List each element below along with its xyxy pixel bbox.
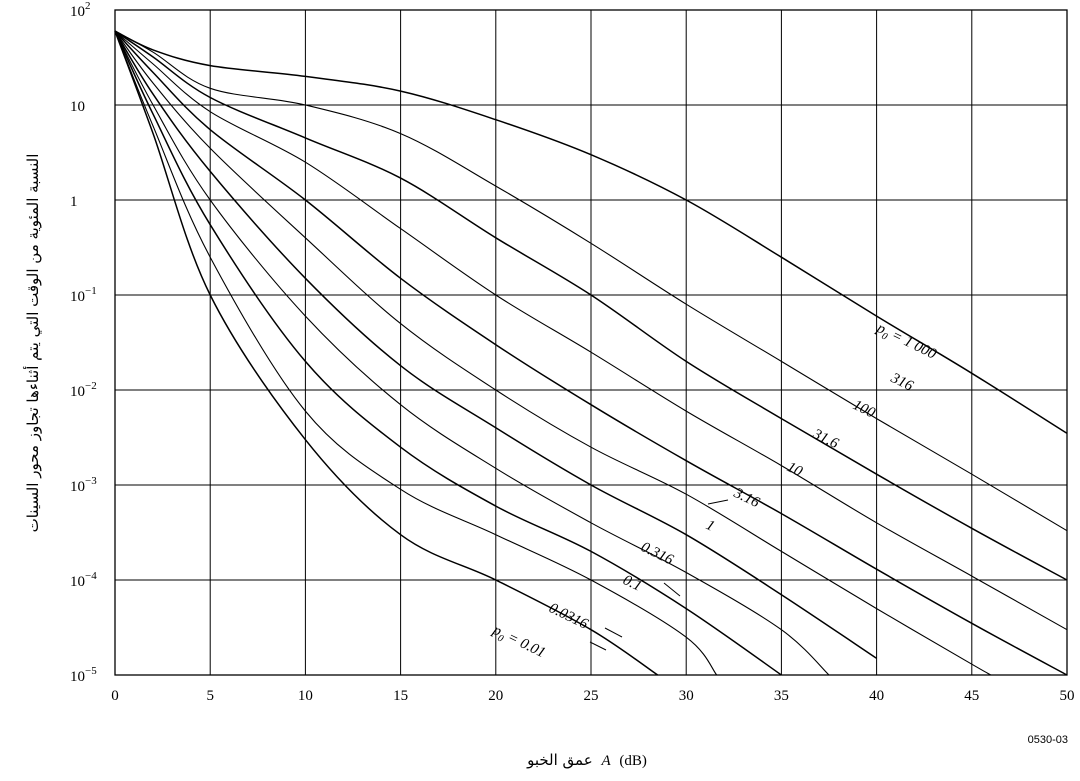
series-line — [114, 30, 1068, 631]
x-axis-label-arabic: عمق الخبو — [526, 751, 593, 769]
series-line — [114, 30, 1068, 676]
x-tick-label: 15 — [393, 688, 408, 704]
y-tick-labels: 10−5 10−4 10−3 10−2 10−1 1 10 102 — [70, 0, 97, 685]
y-tick-label: 10−1 — [70, 285, 97, 305]
curve-label: p0 = 1 000 — [872, 320, 939, 366]
y-tick-label: 1 — [70, 194, 78, 210]
label-leader-line — [604, 627, 623, 638]
series-line — [114, 30, 992, 676]
curve-label: 1 — [703, 517, 717, 535]
series-line — [114, 30, 782, 676]
curve-label: 10 — [784, 459, 805, 480]
x-tick-label: 10 — [298, 688, 313, 704]
x-axis-label-variable: A — [600, 753, 611, 769]
curve-label: 0.1 — [620, 572, 644, 595]
y-tick-label: 10−3 — [70, 475, 97, 495]
x-tick-label: 35 — [774, 688, 789, 704]
y-tick-label: 102 — [70, 0, 91, 20]
curve-label: 316 — [887, 370, 916, 395]
label-leader-line — [589, 641, 607, 651]
series-line — [114, 30, 1068, 532]
series-line — [114, 30, 878, 659]
x-tick-label: 30 — [679, 688, 694, 704]
curve-label: 31.6 — [809, 426, 841, 453]
series-line — [114, 30, 659, 676]
y-tick-label: 10−4 — [70, 570, 97, 590]
series-line — [114, 30, 718, 676]
curve-label: 0.0316 — [546, 600, 591, 633]
x-tick-label: 50 — [1060, 688, 1075, 704]
x-axis-label-unit: (dB) — [619, 753, 647, 769]
y-tick-label: 10−5 — [70, 665, 97, 685]
label-leader-line — [663, 582, 681, 597]
curve-label: 100 — [850, 397, 878, 421]
x-tick-label: 40 — [869, 688, 884, 704]
curve-label: p0 = 0.01 — [488, 622, 548, 664]
label-leaders — [589, 499, 729, 651]
label-leader-line — [707, 499, 729, 505]
x-tick-labels: 0 5 10 15 20 25 30 35 40 45 50 — [111, 688, 1074, 704]
x-tick-label: 5 — [206, 688, 214, 704]
y-tick-label: 10 — [70, 99, 85, 115]
x-tick-label: 25 — [584, 688, 599, 704]
series-line — [114, 30, 1068, 581]
series-line — [114, 30, 830, 676]
y-tick-label: 10−2 — [70, 380, 97, 400]
figure-code: 0530-03 — [1028, 734, 1068, 746]
series-line — [114, 30, 1068, 434]
curves — [114, 30, 1068, 676]
curve-labels: p0 = 0.010.03160.10.31613.161031.6100316… — [488, 320, 939, 664]
curve-label: 0.316 — [638, 539, 676, 568]
x-axis-label: عمق الخبو A (dB) — [526, 751, 647, 769]
y-axis-label: النسبة المئوية من الوقت التي يتم أثناءها… — [23, 154, 43, 533]
x-tick-label: 20 — [488, 688, 503, 704]
x-tick-label: 45 — [964, 688, 979, 704]
x-tick-label: 0 — [111, 688, 119, 704]
